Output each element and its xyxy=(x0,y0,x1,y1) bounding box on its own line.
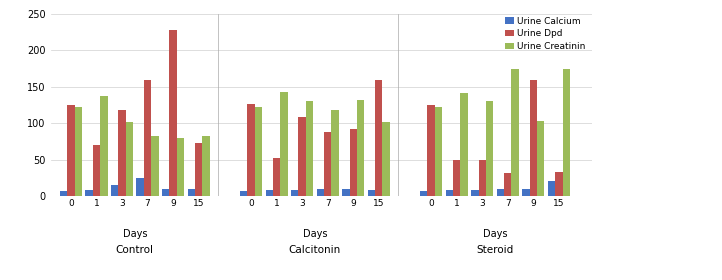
Bar xyxy=(453,160,461,196)
Bar xyxy=(273,158,280,196)
Text: Days: Days xyxy=(483,229,508,239)
Bar xyxy=(461,93,468,196)
Bar xyxy=(367,190,375,196)
Bar xyxy=(435,107,443,196)
Bar xyxy=(375,80,383,196)
Bar xyxy=(420,191,427,196)
Bar xyxy=(93,145,100,196)
Bar xyxy=(144,80,152,196)
Bar xyxy=(562,69,570,196)
Bar xyxy=(255,107,262,196)
Bar xyxy=(504,173,511,196)
Bar xyxy=(291,190,298,196)
Bar xyxy=(306,101,313,196)
Text: Calcitonin: Calcitonin xyxy=(289,245,341,255)
Bar xyxy=(280,92,287,196)
Bar xyxy=(67,105,74,196)
Text: Control: Control xyxy=(116,245,154,255)
Bar xyxy=(188,189,195,196)
Bar xyxy=(170,30,177,196)
Bar xyxy=(331,110,339,196)
Bar xyxy=(100,95,108,196)
Bar xyxy=(530,80,537,196)
Bar xyxy=(486,101,493,196)
Bar xyxy=(152,136,159,196)
Bar xyxy=(537,121,544,196)
Bar xyxy=(522,189,530,196)
Bar xyxy=(471,190,479,196)
Bar xyxy=(60,191,67,196)
Text: Steroid: Steroid xyxy=(477,245,513,255)
Bar xyxy=(118,110,126,196)
Bar xyxy=(349,129,357,196)
Text: Days: Days xyxy=(123,229,147,239)
Bar xyxy=(202,136,209,196)
Bar xyxy=(383,122,390,196)
Bar xyxy=(74,107,82,196)
Bar xyxy=(248,104,255,196)
Bar xyxy=(548,181,555,196)
Bar xyxy=(427,105,435,196)
Bar xyxy=(85,190,93,196)
Bar xyxy=(177,139,184,196)
Legend: Urine Calcium, Urine Dpd, Urine Creatinin: Urine Calcium, Urine Dpd, Urine Creatini… xyxy=(503,15,588,53)
Bar xyxy=(497,189,504,196)
Bar xyxy=(324,132,331,196)
Bar xyxy=(511,69,519,196)
Bar xyxy=(240,191,248,196)
Bar xyxy=(162,189,170,196)
Text: Days: Days xyxy=(303,229,327,239)
Bar xyxy=(479,160,486,196)
Bar xyxy=(126,122,133,196)
Bar xyxy=(111,185,118,196)
Bar xyxy=(266,190,273,196)
Bar xyxy=(136,178,144,196)
Bar xyxy=(316,189,324,196)
Bar xyxy=(445,190,453,196)
Bar xyxy=(195,143,202,196)
Bar xyxy=(298,117,306,196)
Bar xyxy=(555,172,562,196)
Bar xyxy=(357,100,365,196)
Bar xyxy=(342,189,349,196)
